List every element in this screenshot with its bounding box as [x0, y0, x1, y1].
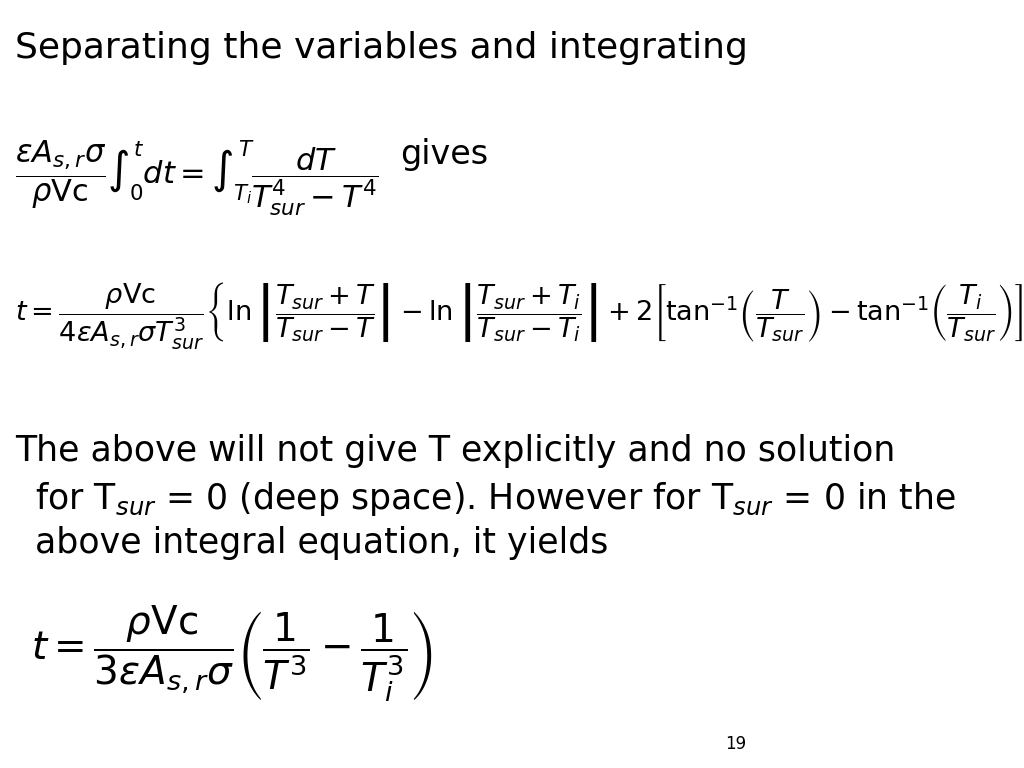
Text: gives: gives — [400, 138, 488, 171]
Text: The above will not give T explicitly and no solution: The above will not give T explicitly and… — [15, 434, 896, 468]
Text: for $\mathrm{T}_{sur}$ = 0 (deep space). However for $\mathrm{T}_{sur}$ = 0 in t: for $\mathrm{T}_{sur}$ = 0 (deep space).… — [35, 480, 955, 518]
Text: $\dfrac{\varepsilon A_{s,r}\sigma}{\rho\mathrm{Vc}} \int_0^t dt = \int_{T_i}^{T}: $\dfrac{\varepsilon A_{s,r}\sigma}{\rho\… — [15, 138, 379, 218]
Text: Separating the variables and integrating: Separating the variables and integrating — [15, 31, 749, 65]
Text: above integral equation, it yields: above integral equation, it yields — [35, 526, 608, 560]
Text: 19: 19 — [726, 735, 746, 753]
Text: $t = \dfrac{\rho\mathrm{Vc}}{4\varepsilon A_{s,r}\sigma T_{sur}^3} \left\{ \ln\l: $t = \dfrac{\rho\mathrm{Vc}}{4\varepsilo… — [15, 280, 1024, 352]
Text: $t = \dfrac{\rho\mathrm{Vc}}{3\varepsilon A_{s,r}\sigma} \left( \dfrac{1}{T^3} -: $t = \dfrac{\rho\mathrm{Vc}}{3\varepsilo… — [31, 603, 432, 703]
